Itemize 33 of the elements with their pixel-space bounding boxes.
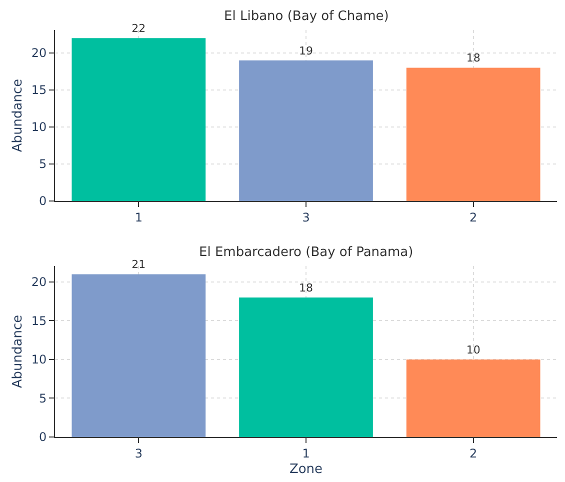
- data-label: 18: [466, 52, 480, 65]
- data-label: 19: [299, 44, 313, 58]
- bar: [406, 68, 540, 201]
- bar: [72, 38, 206, 201]
- x-tick-label: 2: [470, 446, 478, 460]
- y-tick-label: 0: [38, 430, 47, 444]
- y-tick-label: 20: [31, 275, 47, 290]
- y-tick-label: 20: [31, 46, 47, 60]
- y-tick-label: 10: [31, 120, 47, 134]
- x-tick-label: 1: [302, 446, 310, 460]
- data-label: 18: [299, 281, 313, 294]
- bar: [239, 297, 373, 437]
- bar: [239, 60, 373, 201]
- bar: [406, 359, 540, 437]
- y-tick-label: 15: [31, 314, 47, 328]
- y-tick-label: 0: [38, 194, 47, 208]
- y-tick-label: 15: [31, 83, 47, 98]
- y-tick-label: 10: [31, 352, 47, 367]
- data-label: 22: [132, 22, 146, 36]
- y-axis-title: Abundance: [10, 314, 26, 388]
- x-tick-label: 2: [470, 210, 478, 224]
- x-axis-title: Zone: [289, 462, 323, 477]
- chart-title: El Embarcadero (Bay of Panama): [199, 245, 414, 260]
- y-tick-label: 5: [38, 157, 47, 172]
- x-tick-label: 1: [134, 210, 142, 224]
- data-label: 10: [466, 343, 480, 356]
- x-tick-label: 3: [134, 446, 142, 460]
- data-label: 21: [132, 258, 146, 272]
- x-tick-label: 3: [302, 210, 310, 224]
- chart-title: El Libano (Bay of Chame): [224, 9, 389, 24]
- bar: [72, 274, 206, 437]
- y-axis-title: Abundance: [10, 78, 26, 152]
- y-tick-label: 5: [38, 391, 47, 406]
